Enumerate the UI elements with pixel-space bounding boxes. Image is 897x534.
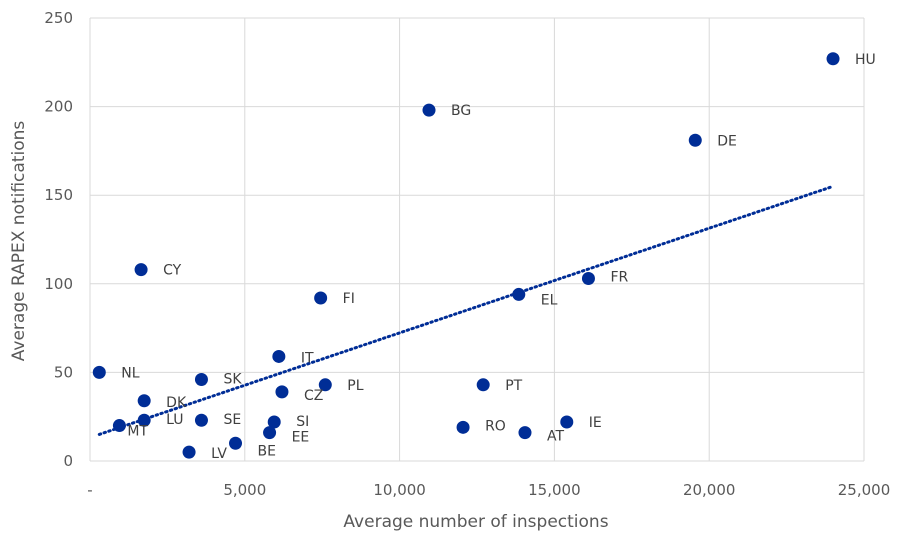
data-point-label: SK [223, 371, 242, 387]
data-point [263, 426, 277, 440]
data-point [318, 378, 332, 392]
data-point [182, 445, 196, 459]
data-point [518, 426, 532, 440]
data-point [134, 263, 148, 277]
data-point [476, 378, 490, 392]
y-tick-label: 250 [44, 9, 73, 27]
data-point-label: EL [541, 292, 558, 308]
data-point-label: EE [292, 430, 310, 446]
y-tick-label: 200 [44, 98, 73, 116]
data-point-label: NL [121, 365, 139, 381]
data-point [112, 419, 126, 433]
data-point [314, 291, 328, 305]
x-tick-label: 15,000 [528, 481, 581, 499]
data-point [137, 413, 151, 427]
x-axis-title: Average number of inspections [343, 512, 608, 532]
data-point [512, 287, 526, 301]
data-point [229, 436, 243, 450]
data-point [272, 349, 286, 363]
data-point-label: IT [301, 350, 314, 366]
data-point-label: HU [855, 52, 876, 68]
x-tick-label: 25,000 [838, 481, 891, 499]
data-point-label: LU [166, 412, 183, 428]
y-axis-title: Average RAPEX notifications [9, 121, 29, 362]
data-point [267, 415, 281, 429]
y-tick-label: 50 [54, 363, 73, 381]
data-point [688, 133, 702, 147]
x-tick-label: 10,000 [373, 481, 426, 499]
data-point [581, 271, 595, 285]
data-point-label: FI [343, 291, 355, 307]
x-tick-label: 5,000 [223, 481, 266, 499]
trendline-path [97, 184, 835, 436]
data-point [137, 394, 151, 408]
data-point [422, 103, 436, 117]
data-point-label: LV [211, 446, 227, 462]
grid-lines [89, 17, 865, 462]
data-point-label: IE [589, 415, 602, 431]
data-point-label: SE [223, 412, 241, 428]
data-point-label: AT [547, 429, 564, 445]
y-tick-label: 150 [44, 186, 73, 204]
data-point-label: PL [347, 378, 363, 394]
data-point-label: RO [485, 418, 506, 434]
data-point-label: FR [610, 269, 628, 285]
data-point [92, 365, 106, 379]
y-axis-ticks: 0 50 100 150 200 250 [44, 9, 73, 470]
data-point-label: PT [505, 378, 522, 394]
data-point-label: MT [127, 424, 148, 440]
trendline [97, 184, 835, 436]
y-tick-label: 100 [44, 275, 73, 293]
data-point-label: DE [717, 133, 737, 149]
data-point [194, 372, 208, 386]
data-points [92, 52, 840, 459]
x-tick-label: 20,000 [683, 481, 736, 499]
data-point [826, 52, 840, 66]
data-point-label: CZ [304, 388, 323, 404]
data-point [560, 415, 574, 429]
data-point-label: SI [296, 414, 309, 430]
data-point [456, 420, 470, 434]
data-point-label: CY [163, 263, 182, 279]
data-point [194, 413, 208, 427]
x-tick-label: - [87, 481, 92, 499]
data-point-label: BE [258, 443, 276, 459]
data-point [275, 385, 289, 399]
data-point-label: BG [451, 103, 471, 119]
y-tick-label: 0 [63, 452, 73, 470]
data-point-label: DK [166, 395, 187, 411]
x-axis-ticks: - 5,000 10,000 15,000 20,000 25,000 [87, 481, 890, 499]
